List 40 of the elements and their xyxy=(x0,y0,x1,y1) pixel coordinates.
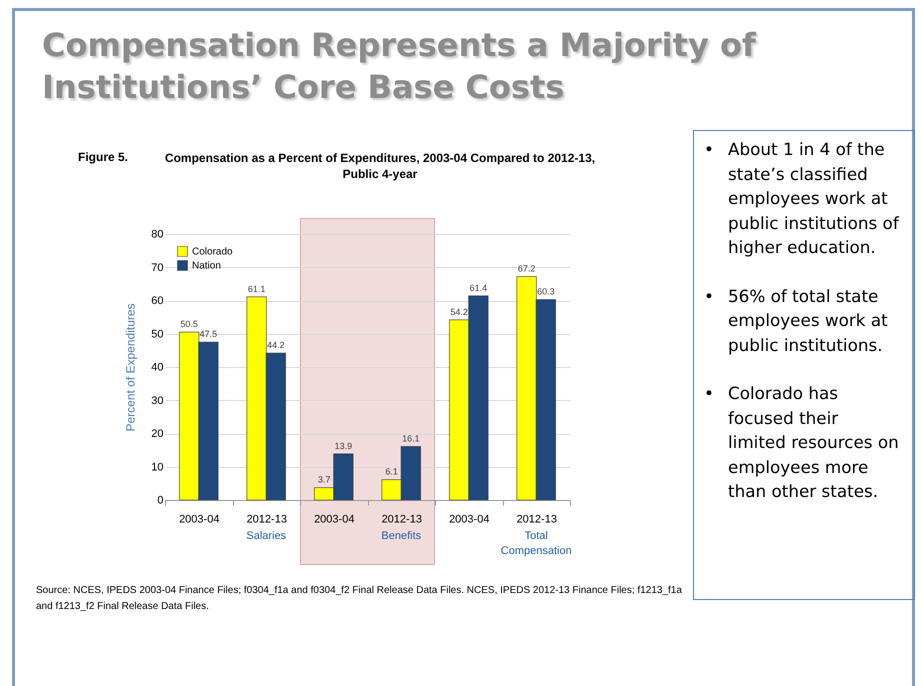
text: • Colorado has focused their limited resources on employees more than other states. xyxy=(704,382,900,503)
x-tick-label: 2003-04 xyxy=(449,514,490,526)
text: Benefits xyxy=(381,530,422,542)
legend-label: Nation xyxy=(192,260,221,272)
caption: Figure 5. xyxy=(78,150,128,164)
data-label: 13.9 xyxy=(334,440,352,451)
x-tick-label: 2003-04 xyxy=(314,514,354,526)
data-label: 54.2 xyxy=(450,306,468,317)
legend-label: Colorado xyxy=(192,246,234,258)
y-tick-label: 60 xyxy=(151,295,164,307)
y-tick-label: 80 xyxy=(151,228,164,240)
data-label: 61.1 xyxy=(248,284,266,294)
text: • About 1 in 4 of the state’s classified employees work at public institutions of higher education. xyxy=(704,138,900,259)
data-label: 6.1 xyxy=(385,466,398,477)
data-label: 67.2 xyxy=(518,264,536,274)
text: Total Compensation xyxy=(500,530,572,557)
y-tick-label: 40 xyxy=(151,362,164,374)
data-label: 3.7 xyxy=(318,474,330,485)
x-tick-label: 2012-13 xyxy=(516,514,557,526)
y-tick-label: 10 xyxy=(151,461,164,474)
chart-title: Compensation Represents a Majority of Institutions’ Core Base Costs xyxy=(42,25,758,108)
data-label: 61.4 xyxy=(470,282,488,293)
data-label: 47.5 xyxy=(200,329,218,340)
data-label: 50.5 xyxy=(180,319,198,330)
y-tick-label: 0 xyxy=(157,494,164,506)
y-axis-title: Percent of Expenditures xyxy=(123,303,138,432)
chart-subtitle: Compensation as a Percent of Expenditures, 2003-04 Compared to 2012-13, Public 4-year xyxy=(164,150,596,182)
y-tick-label: 20 xyxy=(151,428,164,440)
x-tick-label: 2012-13 xyxy=(246,514,287,526)
text: • 56% of total state employees work at public institutions. xyxy=(704,284,889,356)
data-label: 44.2 xyxy=(267,340,285,350)
x-tick-label: 2012-13 xyxy=(382,514,422,526)
y-tick-label: 50 xyxy=(151,328,164,340)
y-tick-label: 70 xyxy=(151,262,164,274)
data-label: 16.1 xyxy=(402,433,420,444)
source-note: Source: NCES, IPEDS 2003-04 Finance Files; f0304_f1a and f0304_f2 Final Release Data Files. NCES, IPEDS 2012-13 Finance Files; f1213_f1a and f1213_f2 Final Release Data Files. xyxy=(36,584,683,614)
data-label: 60.3 xyxy=(537,286,555,297)
x-tick-label: 2003-04 xyxy=(179,514,220,526)
y-tick-label: 30 xyxy=(151,394,164,407)
text: Salaries xyxy=(246,530,287,542)
